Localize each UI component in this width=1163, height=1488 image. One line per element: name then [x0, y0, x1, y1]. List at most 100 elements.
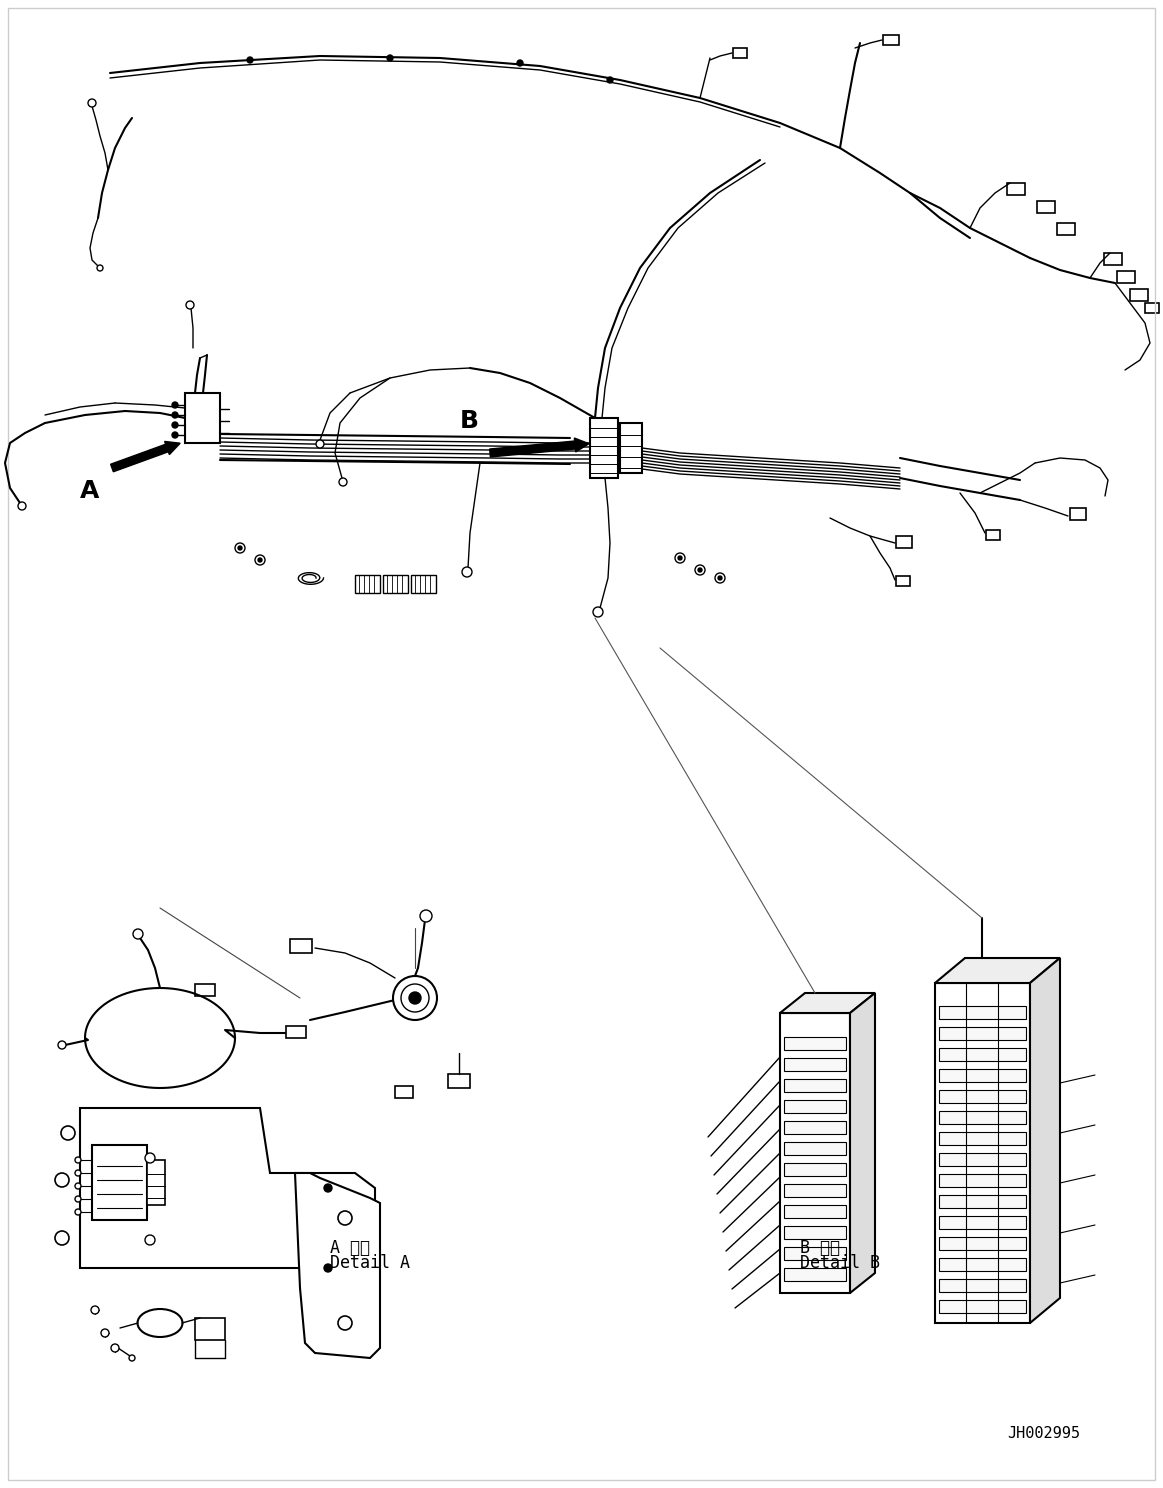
- Circle shape: [101, 1329, 109, 1338]
- Bar: [620, 423, 642, 473]
- Circle shape: [58, 1042, 66, 1049]
- Bar: [939, 1027, 1026, 1040]
- Bar: [355, 574, 380, 594]
- Circle shape: [393, 976, 437, 1019]
- Circle shape: [401, 984, 429, 1012]
- Bar: [939, 1280, 1026, 1292]
- Bar: [784, 1268, 846, 1281]
- Circle shape: [420, 911, 431, 923]
- Circle shape: [338, 1211, 352, 1225]
- Bar: [939, 1216, 1026, 1229]
- Bar: [185, 393, 220, 443]
- FancyArrow shape: [490, 437, 588, 457]
- Bar: [939, 1301, 1026, 1312]
- Bar: [286, 1027, 306, 1039]
- Bar: [383, 574, 408, 594]
- Circle shape: [74, 1170, 81, 1176]
- Text: A: A: [80, 479, 99, 503]
- Circle shape: [238, 546, 242, 551]
- Circle shape: [145, 1235, 155, 1245]
- Bar: [986, 530, 1000, 540]
- Bar: [939, 1048, 1026, 1061]
- Bar: [784, 1037, 846, 1051]
- Circle shape: [316, 440, 324, 448]
- Bar: [883, 36, 899, 45]
- Bar: [1146, 304, 1160, 312]
- Circle shape: [88, 100, 97, 107]
- Bar: [1104, 253, 1122, 265]
- Circle shape: [255, 555, 265, 565]
- Bar: [1007, 183, 1025, 195]
- Bar: [1070, 507, 1086, 519]
- Bar: [784, 1058, 846, 1071]
- Circle shape: [55, 1231, 69, 1245]
- Bar: [896, 576, 909, 586]
- Circle shape: [593, 607, 602, 618]
- Polygon shape: [295, 1173, 380, 1359]
- Bar: [1116, 271, 1135, 283]
- Circle shape: [145, 1153, 155, 1164]
- Bar: [784, 1184, 846, 1196]
- Circle shape: [55, 1173, 69, 1187]
- Bar: [784, 1141, 846, 1155]
- Bar: [147, 1161, 165, 1205]
- Circle shape: [60, 1126, 74, 1140]
- Bar: [784, 1226, 846, 1240]
- Circle shape: [324, 1263, 331, 1272]
- Circle shape: [607, 77, 613, 83]
- Bar: [939, 1257, 1026, 1271]
- Bar: [784, 1205, 846, 1219]
- Circle shape: [172, 402, 178, 408]
- Bar: [784, 1247, 846, 1260]
- Circle shape: [74, 1196, 81, 1202]
- Circle shape: [698, 568, 702, 571]
- Bar: [590, 418, 618, 478]
- Circle shape: [186, 301, 194, 310]
- Bar: [939, 1006, 1026, 1019]
- FancyArrow shape: [110, 442, 180, 472]
- Circle shape: [17, 501, 26, 510]
- Polygon shape: [780, 992, 875, 1013]
- Bar: [448, 1074, 470, 1088]
- Ellipse shape: [137, 1309, 183, 1338]
- Bar: [784, 1164, 846, 1176]
- Bar: [780, 1013, 850, 1293]
- Bar: [939, 1112, 1026, 1123]
- Circle shape: [172, 423, 178, 429]
- Bar: [1130, 289, 1148, 301]
- Bar: [195, 984, 215, 995]
- Bar: [939, 1237, 1026, 1250]
- Bar: [784, 1100, 846, 1113]
- Circle shape: [129, 1356, 135, 1362]
- Circle shape: [324, 1184, 331, 1192]
- Bar: [784, 1120, 846, 1134]
- Circle shape: [338, 1315, 352, 1330]
- Bar: [939, 1132, 1026, 1144]
- Bar: [290, 939, 312, 952]
- Circle shape: [74, 1183, 81, 1189]
- Polygon shape: [1030, 958, 1059, 1323]
- Bar: [1037, 201, 1055, 213]
- Bar: [733, 48, 747, 58]
- Circle shape: [235, 543, 245, 554]
- Bar: [411, 574, 436, 594]
- Circle shape: [718, 576, 722, 580]
- Bar: [939, 1068, 1026, 1082]
- Circle shape: [462, 567, 472, 577]
- Circle shape: [678, 557, 682, 559]
- Circle shape: [409, 992, 421, 1004]
- Bar: [939, 1153, 1026, 1167]
- Bar: [1057, 223, 1075, 235]
- Circle shape: [133, 929, 143, 939]
- Bar: [784, 1079, 846, 1092]
- Bar: [195, 1318, 224, 1341]
- Circle shape: [97, 265, 104, 271]
- Circle shape: [172, 412, 178, 418]
- Bar: [92, 1144, 147, 1220]
- Bar: [939, 1174, 1026, 1187]
- Circle shape: [518, 60, 523, 65]
- Polygon shape: [80, 1109, 374, 1268]
- Text: B 詳細: B 詳細: [800, 1240, 840, 1257]
- Circle shape: [91, 1306, 99, 1314]
- Circle shape: [110, 1344, 119, 1353]
